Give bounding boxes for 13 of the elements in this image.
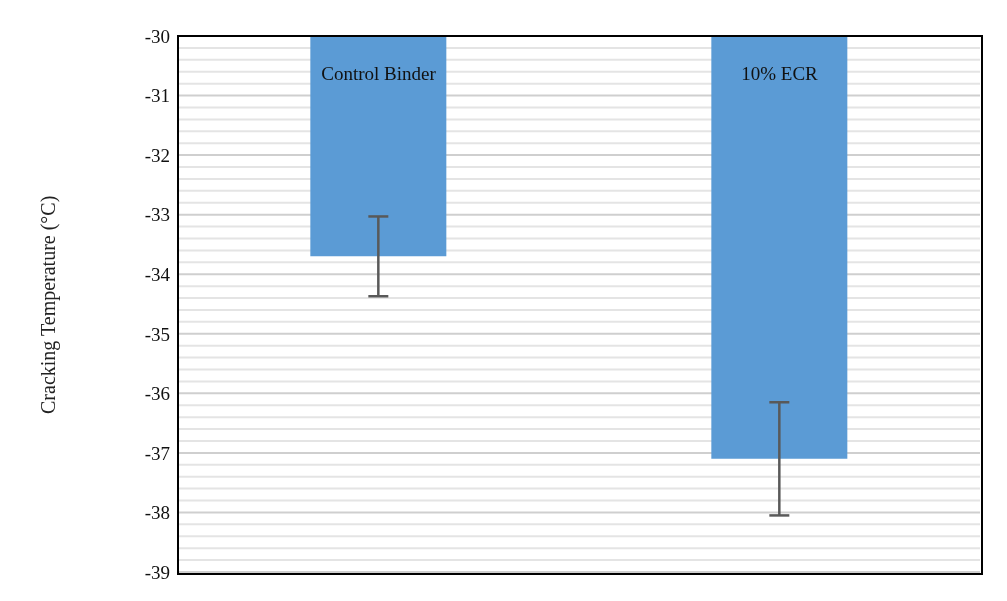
y-tick-label: -39 xyxy=(144,561,170,583)
y-tick-label: -32 xyxy=(144,144,170,166)
x-tick-label: Control Binder xyxy=(321,63,437,84)
y-tick-label: -38 xyxy=(144,502,170,524)
y-tick-label: -33 xyxy=(144,204,170,226)
y-axis-title: Cracking Temperature (°C) xyxy=(37,195,61,414)
y-tick-label: -31 xyxy=(144,85,170,107)
x-tick-label: 10% ECR xyxy=(741,63,819,84)
y-tick-label: -34 xyxy=(144,263,171,285)
y-tick-label: -30 xyxy=(144,25,170,47)
y-tick-label: -35 xyxy=(144,323,170,345)
y-tick-label: -37 xyxy=(144,442,170,464)
y-tick-label: -36 xyxy=(144,383,170,405)
